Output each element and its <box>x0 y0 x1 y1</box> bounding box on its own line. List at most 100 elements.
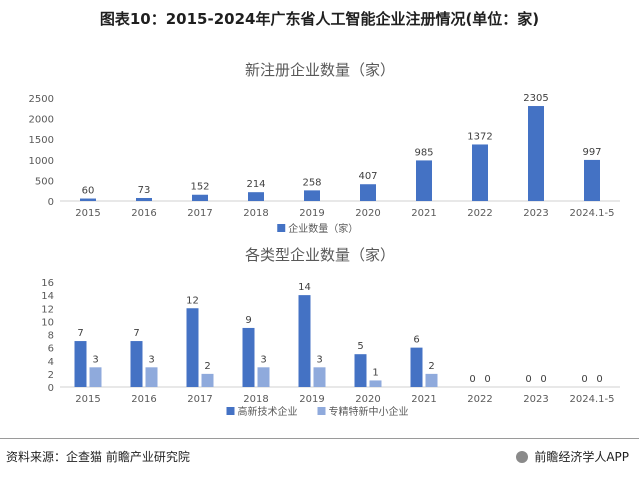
data-label: 7 <box>133 328 139 339</box>
data-label: 3 <box>316 354 322 365</box>
bar-2 <box>145 367 158 387</box>
data-label: 997 <box>582 147 601 158</box>
y-tick-label: 500 <box>35 176 54 187</box>
data-label: 12 <box>186 295 199 306</box>
data-label: 0 <box>596 374 602 385</box>
x-tick-label: 2016 <box>131 208 156 219</box>
footer: 资料来源：企查猫 前瞻产业研究院 前瞻经济学人APP <box>0 438 639 477</box>
y-tick-label: 1500 <box>29 135 54 146</box>
data-label: 2 <box>204 361 210 372</box>
legend-label: 企业数量（家） <box>288 222 358 235</box>
y-tick-label: 4 <box>48 357 54 368</box>
data-label: 2305 <box>523 93 548 104</box>
y-tick-label: 8 <box>48 331 54 342</box>
data-label: 3 <box>260 354 266 365</box>
x-tick-label: 2015 <box>75 208 100 219</box>
chart-1: 新注册企业数量（家） 0 500 1000 1500 2000 2500 2015 60 2016… <box>29 61 620 235</box>
y-tick-label: 0 <box>48 197 54 208</box>
y-tick-label: 10 <box>41 317 54 328</box>
x-tick-label: 2021 <box>411 208 436 219</box>
x-tick-label: 2020 <box>355 208 380 219</box>
bar-1 <box>354 354 367 387</box>
data-label: 6 <box>413 335 419 346</box>
data-label: 3 <box>148 354 154 365</box>
bar-1 <box>74 341 87 387</box>
bar-1 <box>80 198 96 201</box>
x-tick-label: 2024.1-5 <box>570 394 615 405</box>
bar-1 <box>186 308 199 387</box>
data-label: 214 <box>246 179 265 190</box>
bar-1 <box>472 144 488 201</box>
legend-swatch <box>226 407 235 415</box>
bar-1 <box>130 341 143 387</box>
data-label: 1 <box>372 367 378 378</box>
bar-1 <box>192 194 208 201</box>
x-tick-label: 2024.1-5 <box>570 208 615 219</box>
y-tick-label: 2000 <box>29 115 54 126</box>
data-label: 0 <box>484 374 490 385</box>
x-tick-label: 2015 <box>75 394 100 405</box>
bar-1 <box>242 327 255 387</box>
y-tick-label: 2 <box>48 370 54 381</box>
source-note: 资料来源：企查猫 前瞻产业研究院 <box>6 450 190 464</box>
bar-1 <box>248 192 264 201</box>
data-label: 0 <box>469 374 475 385</box>
x-tick-label: 2022 <box>467 208 492 219</box>
data-label: 985 <box>414 147 433 158</box>
chart-2: 各类型企业数量（家）024681012141620157320167320171… <box>41 246 620 418</box>
data-label: 1372 <box>467 131 492 142</box>
chart-title: 各类型企业数量（家） <box>245 246 395 264</box>
y-tick-label: 12 <box>41 304 54 315</box>
y-tick-label: 0 <box>48 383 54 394</box>
y-tick-label: 1000 <box>29 156 54 167</box>
x-tick-label: 2023 <box>523 208 548 219</box>
data-label: 5 <box>357 341 363 352</box>
data-label: 14 <box>298 282 311 293</box>
chart-title: 新注册企业数量（家） <box>245 61 395 79</box>
y-tick-label: 16 <box>41 278 54 289</box>
bar-1 <box>136 197 152 201</box>
x-tick-label: 2020 <box>355 394 380 405</box>
data-label: 2 <box>428 361 434 372</box>
data-label: 258 <box>302 177 321 188</box>
x-tick-label: 2018 <box>243 394 268 405</box>
x-tick-label: 2017 <box>187 208 212 219</box>
figure-title: 图表10：2015-2024年广东省人工智能企业注册情况(单位：家) <box>99 10 540 28</box>
x-tick-label: 2023 <box>523 394 548 405</box>
data-label: 60 <box>82 186 95 197</box>
bar-2 <box>425 373 438 387</box>
brand-logo-icon <box>516 451 529 463</box>
data-label: 3 <box>92 354 98 365</box>
brand-label: 前瞻经济学人APP <box>534 450 629 464</box>
x-tick-label: 2021 <box>411 394 436 405</box>
bar-1 <box>360 184 376 201</box>
y-tick-label: 6 <box>48 344 54 355</box>
bar-1 <box>584 159 600 201</box>
bar-1 <box>304 190 320 201</box>
bar-2 <box>201 373 214 387</box>
data-label: 0 <box>525 374 531 385</box>
data-label: 407 <box>358 171 377 182</box>
bar-1 <box>528 106 544 201</box>
legend-label: 高新技术企业 <box>238 405 298 418</box>
bar-2 <box>369 380 382 387</box>
x-tick-label: 2018 <box>243 208 268 219</box>
data-label: 9 <box>245 315 251 326</box>
data-label: 73 <box>138 185 151 196</box>
bar-2 <box>257 367 270 387</box>
y-tick-label: 14 <box>41 291 54 302</box>
data-label: 0 <box>581 374 587 385</box>
bar-1 <box>410 347 423 387</box>
legend-swatch <box>317 407 326 415</box>
legend-swatch <box>277 224 286 232</box>
legend-label: 专精特新中小企业 <box>329 405 409 418</box>
bar-2 <box>89 367 102 387</box>
chart-area: 新注册企业数量（家）050010001500200025002015602016… <box>29 61 620 418</box>
x-tick-label: 2016 <box>131 394 156 405</box>
bar-1 <box>298 295 311 387</box>
x-tick-label: 2022 <box>467 394 492 405</box>
brand: 前瞻经济学人APP <box>516 448 629 465</box>
bar-1 <box>416 160 432 201</box>
data-label: 7 <box>77 328 83 339</box>
y-tick-label: 2500 <box>29 94 54 105</box>
